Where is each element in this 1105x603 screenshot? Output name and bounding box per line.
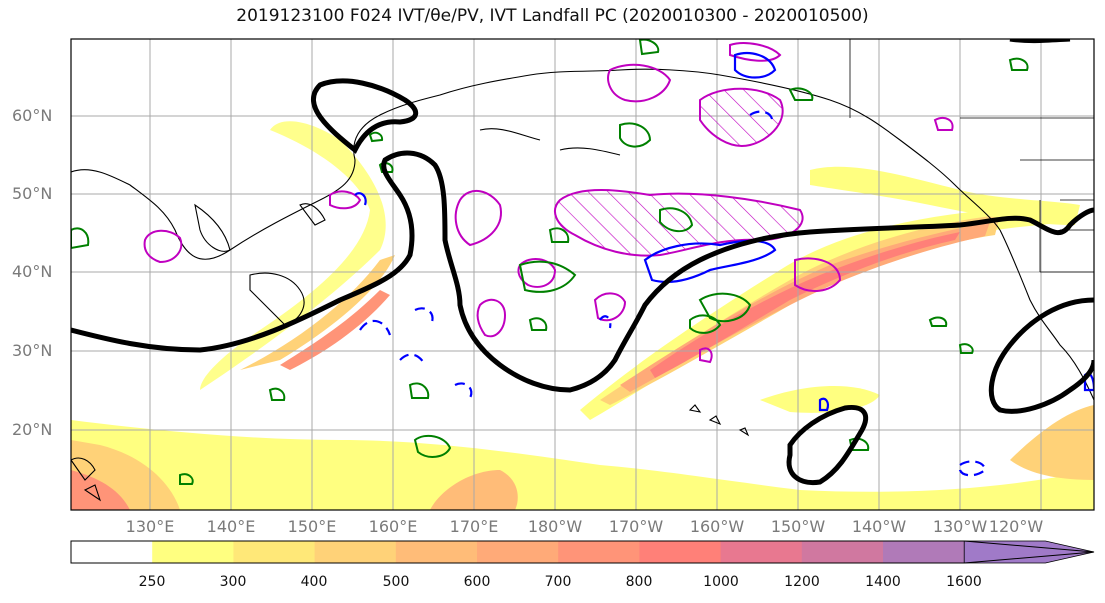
lat-label-30: 30°N bbox=[12, 341, 53, 360]
colorbar-segment bbox=[720, 541, 803, 563]
colorbar-segment bbox=[477, 541, 559, 563]
lon-label-150e: 150°E bbox=[287, 517, 337, 536]
colorbar-tick: 1400 bbox=[865, 574, 901, 590]
colorbar-tick: 250 bbox=[138, 574, 166, 590]
colorbar bbox=[70, 540, 1095, 564]
colorbar-tick: 600 bbox=[463, 574, 491, 590]
colorbar-tick: 700 bbox=[544, 574, 572, 590]
lon-label-170e: 170°E bbox=[449, 517, 499, 536]
map-frame bbox=[70, 38, 1095, 511]
coastlines bbox=[71, 68, 1094, 502]
magenta-contours bbox=[143, 42, 954, 364]
lon-label-170w: 170°W bbox=[608, 517, 664, 536]
green-contours bbox=[71, 39, 1029, 485]
lon-label-140e: 140°E bbox=[206, 517, 256, 536]
colorbar-segment bbox=[801, 541, 884, 563]
landfall-pc-contour bbox=[71, 39, 1094, 486]
colorbar-tick: 300 bbox=[219, 574, 247, 590]
colorbar-segment bbox=[395, 541, 478, 563]
lon-label-150w: 150°W bbox=[770, 517, 826, 536]
lon-label-140w: 140°W bbox=[851, 517, 907, 536]
colorbar-segment bbox=[963, 540, 1095, 564]
colorbar-segment bbox=[152, 541, 234, 563]
lon-label-130e: 130°E bbox=[125, 517, 175, 536]
lon-label-180w: 180°W bbox=[527, 517, 583, 536]
lat-label-60: 60°N bbox=[12, 106, 53, 125]
colorbar-tick: 500 bbox=[382, 574, 410, 590]
map-title: 2019123100 F024 IVT/θe/PV, IVT Landfall … bbox=[236, 6, 869, 26]
lat-label-50: 50°N bbox=[12, 184, 53, 203]
colorbar-segment bbox=[314, 541, 397, 563]
colorbar-tick: 800 bbox=[625, 574, 653, 590]
lon-label-130w: 130°W bbox=[932, 517, 988, 536]
colorbar-segment bbox=[639, 541, 722, 563]
colorbar-outline bbox=[70, 540, 1095, 564]
lat-label-20: 20°N bbox=[12, 420, 53, 439]
lon-label-120w: 120°W bbox=[988, 517, 1044, 536]
colorbar-tick: 1000 bbox=[703, 574, 739, 590]
lat-label-40: 40°N bbox=[12, 262, 53, 281]
colorbar-segment bbox=[558, 541, 640, 563]
colorbar-segment bbox=[883, 541, 965, 563]
colorbar-tick: 400 bbox=[300, 574, 328, 590]
lon-label-160e: 160°E bbox=[368, 517, 418, 536]
ivt-shading bbox=[71, 121, 1094, 510]
colorbar-segment bbox=[233, 541, 316, 563]
lon-label-160w: 160°W bbox=[689, 517, 745, 536]
colorbar-tick: 1600 bbox=[946, 574, 982, 590]
colorbar-segment bbox=[71, 541, 153, 563]
colorbar-tick: 1200 bbox=[784, 574, 820, 590]
borders bbox=[849, 39, 1094, 273]
